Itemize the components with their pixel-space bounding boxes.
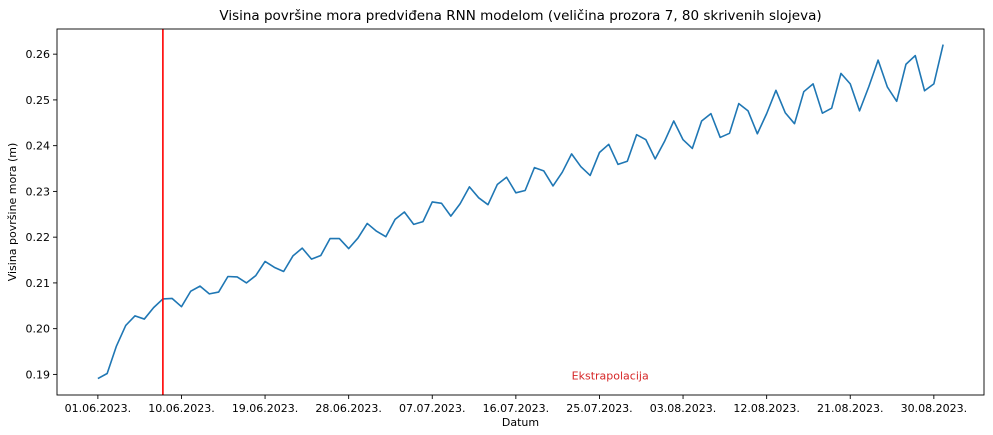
x-tick-label: 01.06.2023.	[65, 402, 131, 415]
y-tick-label: 0.23	[26, 185, 51, 198]
x-tick-label: 10.06.2023.	[148, 402, 214, 415]
x-tick-label: 19.06.2023.	[232, 402, 298, 415]
y-tick-label: 0.24	[26, 140, 51, 153]
plot-area: Ekstrapolacija 0.19 0.20 0.21 0.22 0.23 0.24 0.…	[26, 28, 985, 415]
x-tick-label: 12.08.2023.	[733, 402, 799, 415]
y-tick-label: 0.25	[26, 94, 51, 107]
x-tick-label: 21.08.2023.	[817, 402, 883, 415]
x-tick-label: 25.07.2023.	[566, 402, 632, 415]
extrapolation-label: Ekstrapolacija	[572, 369, 649, 382]
x-tick-label: 30.08.2023.	[901, 402, 967, 415]
x-tick-label: 03.08.2023.	[650, 402, 716, 415]
y-tick-label: 0.26	[26, 48, 51, 61]
x-axis-label: Datum	[502, 416, 539, 429]
series-line-0	[97, 44, 944, 380]
y-axis-label: Visina površine mora (m)	[6, 143, 19, 282]
y-tick-label: 0.21	[26, 277, 51, 290]
y-tick-label: 0.22	[26, 231, 51, 244]
y-tick-label: 0.20	[26, 323, 51, 336]
x-tick-label: 28.06.2023.	[315, 402, 381, 415]
chart-title: Visina površine mora predviđena RNN mode…	[219, 8, 821, 24]
y-tick-label: 0.19	[26, 368, 51, 381]
x-tick-label: 16.07.2023.	[483, 402, 549, 415]
x-tick-label: 07.07.2023.	[399, 402, 465, 415]
axes-frame	[56, 28, 985, 396]
